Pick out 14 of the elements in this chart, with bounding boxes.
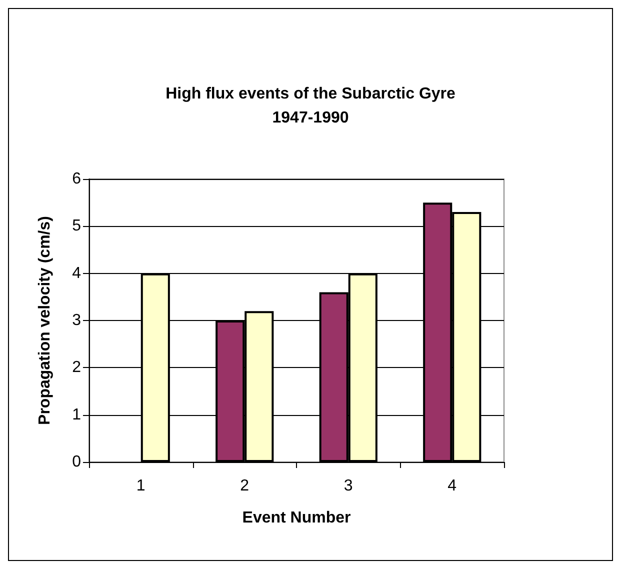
y-axis-title: Propagation velocity (cm/s) [36, 216, 54, 425]
y-tick-label: 0 [72, 454, 82, 470]
y-tick-label: 4 [72, 264, 82, 282]
x-tick-label: 4 [448, 478, 457, 494]
x-tick-label: 2 [240, 478, 250, 494]
chart-title: High flux events of the Subarctic Gyre 1947-1990 [166, 86, 456, 126]
x-axis-title: Event Number [242, 510, 351, 526]
y-tick-label: 5 [72, 218, 82, 235]
y-tick-label: 2 [72, 359, 82, 376]
y-tick-label: 3 [72, 312, 82, 329]
y-tick-label: 1 [72, 406, 82, 424]
x-tick-label: 3 [344, 478, 353, 494]
x-tick-label: 1 [136, 478, 146, 494]
y-tick-label: 6 [72, 170, 82, 188]
